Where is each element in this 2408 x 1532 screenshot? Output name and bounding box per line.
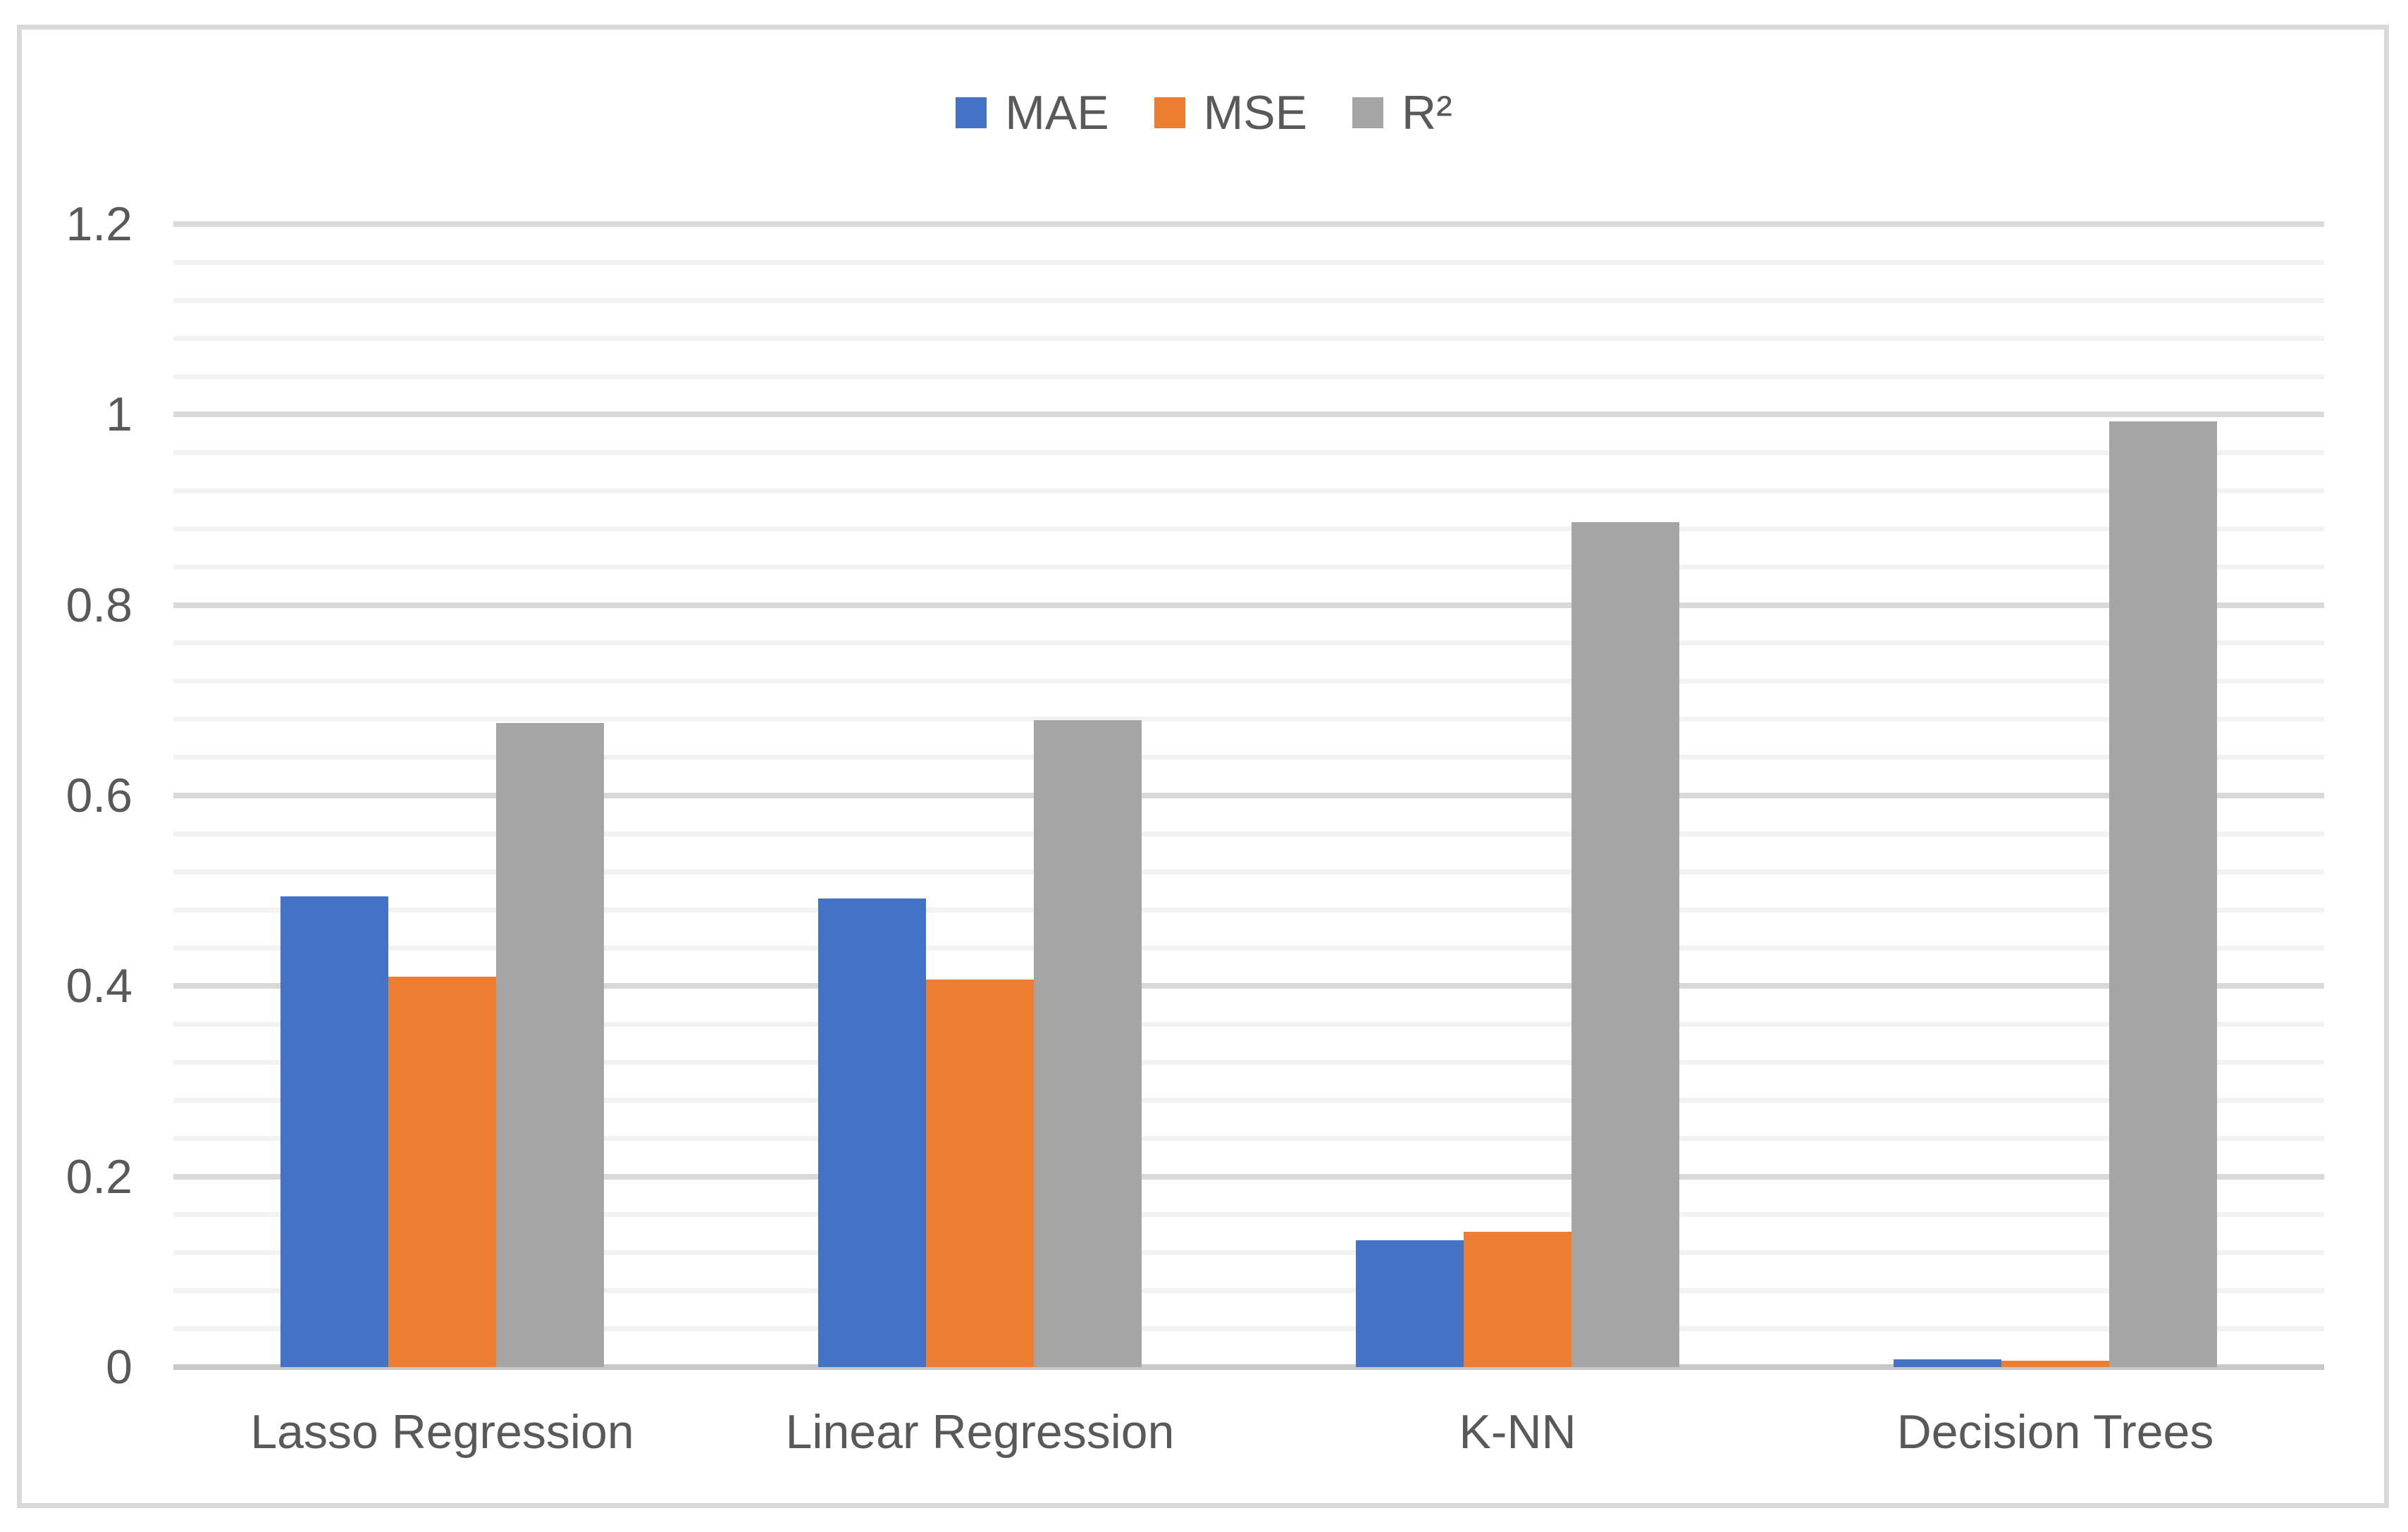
gridline-minor xyxy=(173,259,2324,265)
legend-label: MAE xyxy=(1005,86,1109,140)
gridline-minor xyxy=(173,945,2324,951)
bar-mae-lasso-regression xyxy=(280,896,388,1367)
bar-mae-k-nn xyxy=(1356,1240,1464,1367)
bar-r-linear-regression xyxy=(1034,720,1142,1367)
gridline-major xyxy=(173,793,2324,798)
gridline-major xyxy=(173,983,2324,989)
bar-mse-linear-regression xyxy=(926,979,1034,1367)
x-axis-category-label: K-NN xyxy=(1459,1405,1576,1459)
y-axis-tick-label: 1.2 xyxy=(66,197,132,251)
gridline-minor xyxy=(173,564,2324,570)
bar-mae-decision-trees xyxy=(1894,1359,2001,1367)
gridline-minor xyxy=(173,1098,2324,1104)
gridline-minor xyxy=(173,450,2324,455)
gridline-minor xyxy=(173,1059,2324,1065)
legend-item: MSE xyxy=(1154,89,1307,137)
x-axis-category-label: Linear Regression xyxy=(785,1405,1175,1459)
legend-swatch-icon xyxy=(1154,97,1185,128)
gridline-minor xyxy=(173,1212,2324,1218)
y-axis-tick-label: 0.6 xyxy=(66,769,132,822)
y-axis-tick-label: 1 xyxy=(106,388,132,442)
legend-label: R² xyxy=(1401,86,1452,140)
x-axis-category-label: Lasso Regression xyxy=(250,1405,634,1459)
bar-r-decision-trees xyxy=(2109,421,2217,1367)
gridline-minor xyxy=(173,297,2324,303)
bar-group xyxy=(711,224,1249,1367)
legend-swatch-icon xyxy=(1352,97,1383,128)
plot-area: 0 0.2 0.4 0.6 0.8 1 1.2 Lasso Regression Linear… xyxy=(66,200,2324,1456)
gridline-minor xyxy=(173,755,2324,760)
gridline-minor xyxy=(173,373,2324,379)
gridline-minor xyxy=(173,679,2324,684)
bar-r-lasso-regression xyxy=(496,723,604,1367)
bar-group xyxy=(173,224,711,1367)
bar-mse-decision-trees xyxy=(2001,1360,2109,1367)
gridline-minor xyxy=(173,641,2324,646)
gridline-minor xyxy=(173,869,2324,875)
legend-item: MAE xyxy=(956,89,1109,137)
gridline-minor xyxy=(173,1021,2324,1027)
y-axis-tick-label: 0.4 xyxy=(66,959,132,1013)
x-axis-category-label: Decision Trees xyxy=(1896,1405,2214,1459)
gridline-minor xyxy=(173,526,2324,532)
gridline-minor xyxy=(173,1326,2324,1332)
legend-label: MSE xyxy=(1203,86,1307,140)
bar-mse-k-nn xyxy=(1464,1232,1572,1367)
gridline-major xyxy=(173,602,2324,608)
gridline-minor xyxy=(173,717,2324,722)
bar-group xyxy=(1786,224,2324,1367)
gridline-minor xyxy=(173,1288,2324,1294)
bar-r-k-nn xyxy=(1572,522,1679,1367)
gridline-major xyxy=(173,412,2324,418)
y-axis-tick-label: 0.8 xyxy=(66,578,132,632)
y-axis-tick-label: 0.2 xyxy=(66,1149,132,1204)
gridline-major xyxy=(173,1173,2324,1180)
gridline-major xyxy=(173,221,2324,227)
legend-swatch-icon xyxy=(956,97,987,128)
gridline-minor xyxy=(173,488,2324,493)
legend-item: R² xyxy=(1352,89,1452,137)
bar-mse-lasso-regression xyxy=(388,976,496,1367)
x-axis-line xyxy=(173,1364,2324,1370)
y-axis-tick-label: 0 xyxy=(106,1340,132,1394)
gridline-minor xyxy=(173,1250,2324,1256)
legend: MAE MSE R² xyxy=(0,83,2408,142)
gridline-minor xyxy=(173,907,2324,913)
bar-mae-linear-regression xyxy=(818,898,926,1367)
bar-group xyxy=(1249,224,1786,1367)
gridline-minor xyxy=(173,831,2324,836)
gridline-minor xyxy=(173,1136,2324,1142)
gridline-minor xyxy=(173,335,2324,341)
